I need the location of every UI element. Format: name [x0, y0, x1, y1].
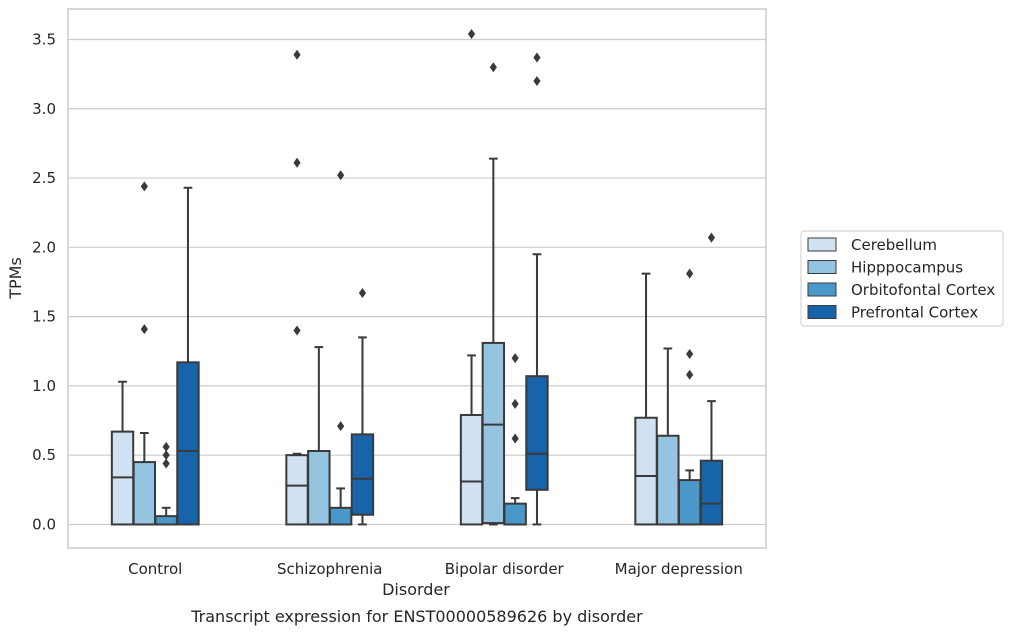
- outlier-point: [337, 170, 345, 181]
- y-tick-label: 3.5: [32, 30, 56, 48]
- outlier-point: [140, 181, 148, 192]
- legend-label: Orbitofontal Cortex: [851, 281, 995, 299]
- outlier-point: [162, 458, 170, 469]
- outlier-point: [162, 441, 170, 452]
- box-plot: [699, 232, 724, 526]
- box-plot: [307, 346, 331, 526]
- box: [656, 434, 680, 526]
- box: [634, 416, 658, 526]
- box: [677, 479, 702, 526]
- box: [176, 361, 200, 526]
- box-plot: [481, 62, 506, 526]
- box-plot: [154, 441, 178, 526]
- y-tick-label: 1.0: [32, 377, 56, 395]
- legend-swatch: [807, 282, 837, 297]
- y-tick-label: 2.0: [32, 238, 56, 256]
- legend-swatch: [807, 260, 837, 274]
- box-plot: [656, 347, 680, 526]
- box-plot: [328, 170, 353, 526]
- box-plot: [503, 353, 527, 526]
- outlier-point: [293, 325, 301, 336]
- figure-caption: Transcript expression for ENST0000058962…: [190, 607, 643, 626]
- x-axis-title: Disorder: [382, 580, 450, 599]
- y-axis-title: TPMs: [6, 257, 25, 300]
- series-prefrontal-cortex: [176, 52, 724, 526]
- box: [132, 461, 157, 526]
- legend-swatch: [807, 305, 837, 319]
- plot-frame: [67, 8, 767, 549]
- box-plot: [285, 49, 309, 526]
- outlier-point: [686, 369, 694, 380]
- y-tick-label: 1.5: [32, 308, 56, 326]
- box-plot: [176, 186, 200, 526]
- series-hipppocampus: [132, 62, 680, 526]
- box-plot: [459, 28, 484, 526]
- legend-label: Hipppocampus: [851, 259, 963, 277]
- x-tick-label: Schizophrenia: [277, 560, 382, 578]
- series-cerebellum: [110, 28, 658, 526]
- x-tick-label: Control: [128, 560, 182, 578]
- y-tick-label: 2.5: [32, 169, 56, 187]
- legend-item: Orbitofontal Cortex: [807, 281, 995, 299]
- outlier-point: [140, 324, 148, 335]
- outlier-point: [467, 28, 476, 39]
- box-plot: [350, 288, 375, 526]
- box: [459, 413, 484, 526]
- series-orbitofontal-cortex: [154, 170, 702, 526]
- box-series-layer: [110, 28, 724, 526]
- x-tick-label: Major depression: [615, 560, 743, 578]
- legend: Cerebellum Hipppocampus Orbitofontal Corte…: [800, 230, 1004, 327]
- box-plot: [110, 380, 135, 526]
- legend-label: Cerebellum: [851, 236, 937, 254]
- outlier-point: [337, 421, 345, 432]
- box: [525, 375, 549, 491]
- box-plot: [634, 272, 658, 526]
- y-tick-label: 3.0: [32, 100, 56, 118]
- outlier-point: [511, 353, 519, 364]
- outlier-point: [293, 157, 301, 168]
- box: [154, 515, 178, 526]
- outlier-point: [533, 76, 541, 87]
- legend-item: Hipppocampus: [807, 259, 963, 277]
- box-plot: [132, 181, 157, 526]
- legend-swatch: [807, 237, 837, 252]
- box: [328, 506, 353, 526]
- x-tick-label: Bipolar disorder: [445, 560, 565, 578]
- box: [503, 502, 527, 526]
- box: [285, 454, 309, 526]
- x-tick-labels: Control Schizophrenia Bipolar disorder Majo…: [128, 560, 743, 578]
- outlier-point: [293, 49, 301, 60]
- y-tick-label: 0.0: [32, 515, 56, 533]
- outlier-point: [686, 349, 694, 360]
- outlier-point: [511, 398, 519, 409]
- outlier-point: [489, 62, 497, 73]
- outlier-point: [162, 450, 170, 461]
- outlier-point: [533, 52, 541, 63]
- outlier-point: [686, 268, 694, 279]
- box: [699, 459, 724, 526]
- y-tick-labels: 0.0 0.5 1.0 1.5 2.0 2.5 3.0 3.5: [32, 30, 56, 533]
- outlier-point: [358, 288, 367, 299]
- legend-label: Prefrontal Cortex: [851, 304, 978, 322]
- outlier-point: [511, 433, 519, 444]
- outlier-point: [707, 232, 716, 243]
- box-plot: [677, 268, 702, 526]
- y-tick-label: 0.5: [32, 446, 56, 464]
- box: [307, 450, 331, 526]
- legend-frame: [800, 230, 1004, 327]
- box: [481, 341, 506, 525]
- legend-item: Cerebellum: [807, 236, 937, 254]
- box-plot: [525, 52, 549, 526]
- box: [350, 433, 375, 516]
- legend-item: Prefrontal Cortex: [807, 304, 978, 322]
